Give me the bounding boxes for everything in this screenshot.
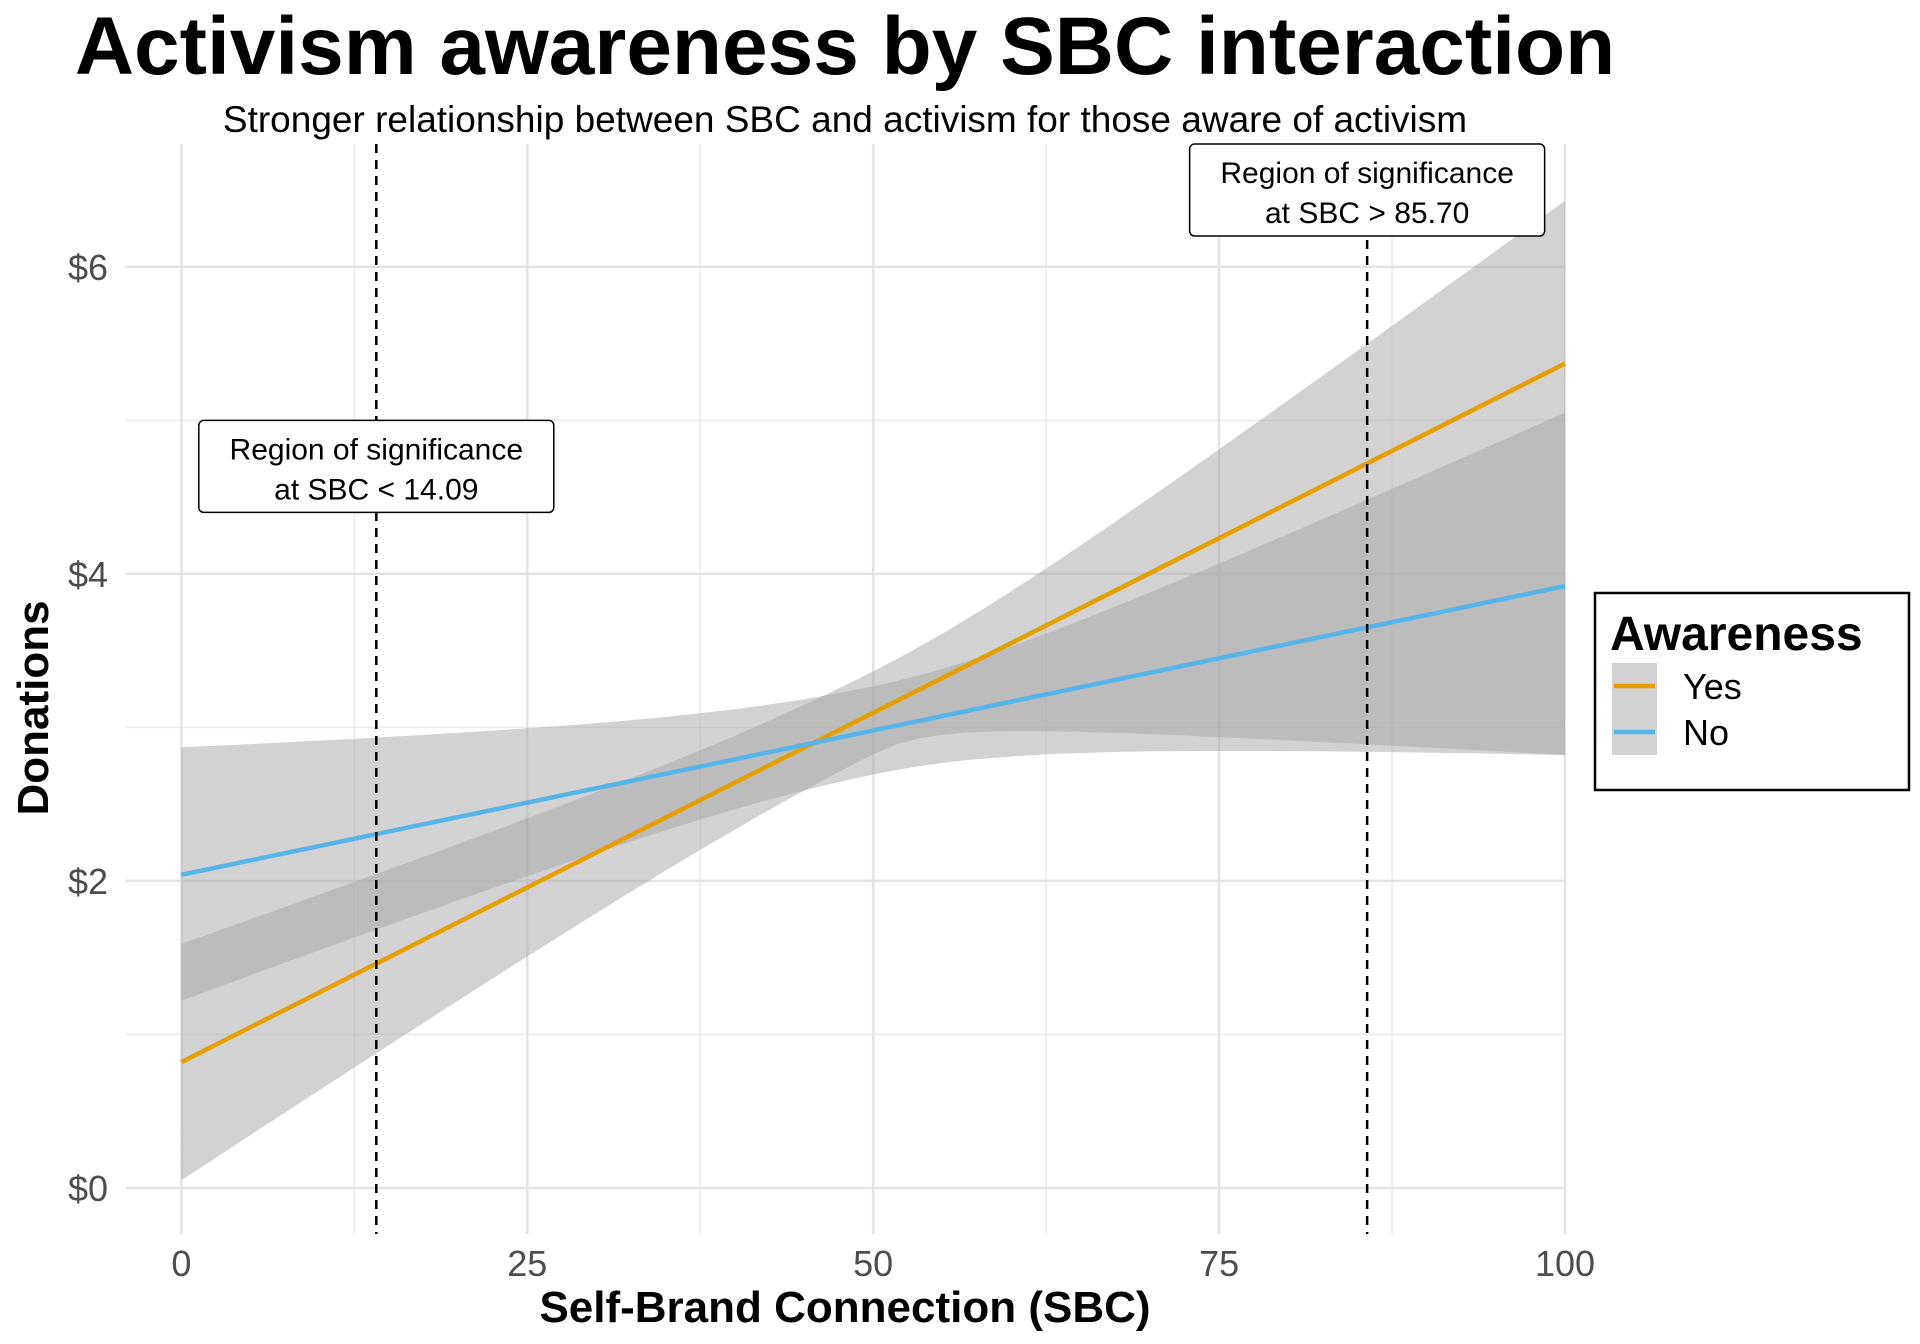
annotation-box (198, 419, 555, 514)
y-axis-title: Donations (9, 600, 58, 815)
legend: Awareness Yes No (1593, 591, 1911, 792)
axis-ticks: 0 25 50 75 100 $0 $2 $4 $6 (68, 247, 1595, 1284)
annotation-box (1188, 143, 1546, 237)
annotation-line-2: at SBC < 14.09 (274, 473, 478, 506)
legend-label-yes: Yes (1683, 666, 1742, 707)
significance-lines: Region of significance at SBC < 14.09 Regi… (198, 143, 1546, 1234)
confidence-ribbon-no (181, 412, 1565, 1001)
x-tick-label: 0 (171, 1243, 191, 1284)
series-lines (180, 361, 1567, 1065)
legend-title: Awareness (1610, 608, 1863, 661)
x-axis-title: Self-Brand Connection (SBC) (539, 1283, 1150, 1332)
confidence-ribbons (181, 200, 1565, 1181)
y-tick-label: $4 (68, 554, 108, 595)
chart-subtitle: Stronger relationship between SBC and ac… (223, 99, 1467, 140)
series-line-yes (180, 361, 1567, 1065)
x-tick-label: 100 (1535, 1243, 1595, 1284)
x-tick-label: 25 (507, 1243, 547, 1284)
x-tick-label: 75 (1199, 1243, 1239, 1284)
annotation-line-1: Region of significance (1220, 157, 1514, 190)
x-tick-label: 50 (853, 1243, 893, 1284)
annotation-line-2: at SBC > 85.70 (1265, 197, 1469, 230)
series-line-no (180, 583, 1566, 878)
y-tick-label: $2 (68, 861, 108, 902)
annotation-line-1: Region of significance (230, 433, 524, 466)
y-tick-label: $6 (68, 247, 108, 288)
chart-title: Activism awareness by SBC interaction (75, 1, 1615, 92)
y-tick-label: $0 (68, 1168, 108, 1209)
legend-label-no: No (1683, 712, 1729, 753)
